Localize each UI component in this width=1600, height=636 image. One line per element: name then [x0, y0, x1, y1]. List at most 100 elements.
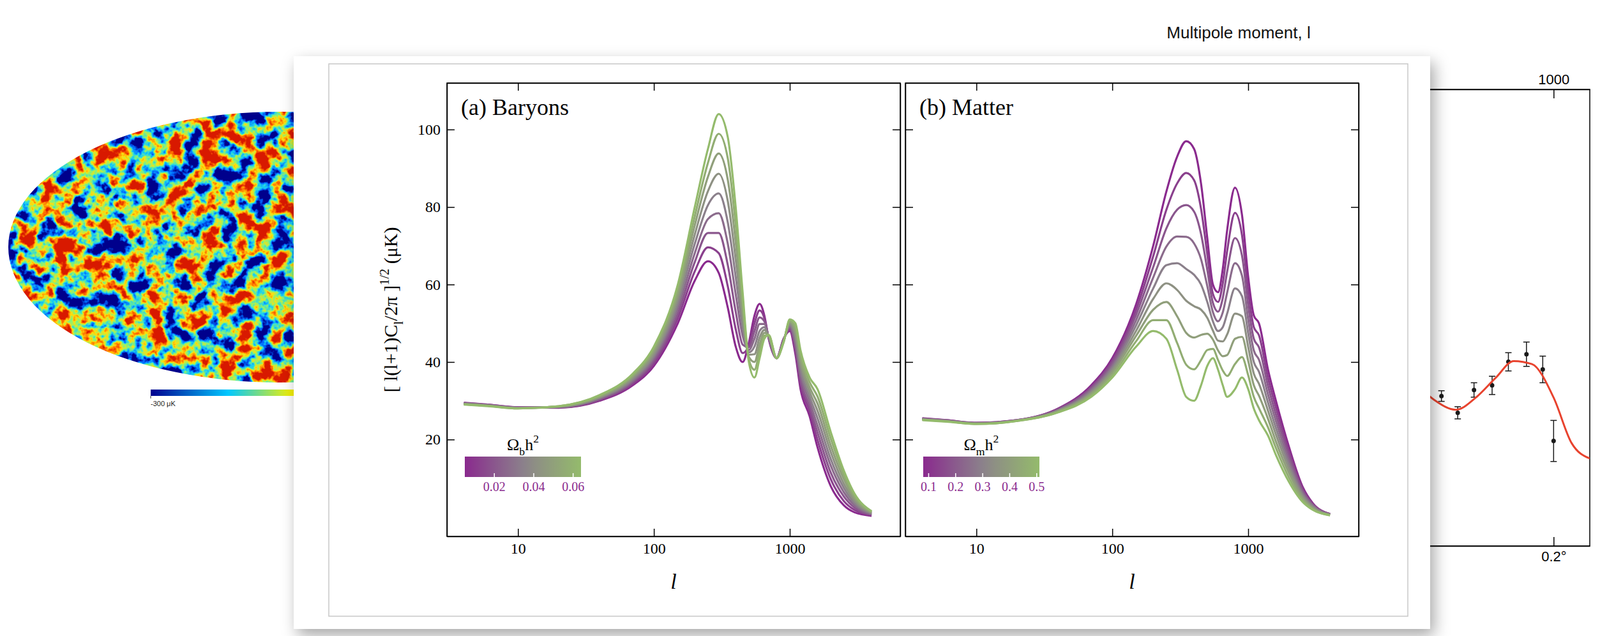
x-tick-mark [653, 528, 656, 537]
spectrum-curve [464, 233, 873, 515]
data-point [1471, 387, 1477, 393]
text-part: m [976, 445, 986, 458]
panel: 101001000(b) MatterlΩmh20.10.20.30.40.5 [905, 83, 1360, 594]
x-tick: 100 [1101, 528, 1125, 557]
text-part: Ω [506, 435, 520, 454]
error-bar-cap [1454, 418, 1461, 420]
y-tick-mark [905, 439, 914, 441]
data-point [1455, 410, 1461, 416]
spectrum-curve [922, 330, 1331, 516]
x-top-tick [1248, 83, 1249, 91]
error-bar [1438, 390, 1445, 402]
card-background [293, 56, 1431, 629]
x-top-axis-line [447, 83, 901, 85]
error-bar-cap [1523, 341, 1530, 343]
text-part: [ l(l+1)C [379, 324, 402, 393]
spectrum-curve [922, 301, 1331, 516]
x-top-tick-mark [789, 83, 792, 91]
spectrum-curve [464, 247, 873, 515]
y-right-axis [892, 83, 901, 537]
x-tick-label: 10 [969, 540, 985, 557]
y-right-tick [1350, 284, 1359, 286]
y-tick: 40 [425, 353, 455, 371]
y-right-tick-mark [892, 439, 901, 441]
x-top-tick: 1000 [1538, 71, 1570, 99]
y-right-tick-mark [892, 206, 901, 209]
x-top-tick-label: 1000 [1538, 71, 1570, 88]
y-tick: 100 [417, 121, 455, 138]
data-point [1540, 367, 1546, 372]
y-right-tick-mark [892, 129, 901, 131]
error-bar-cap [1438, 390, 1445, 392]
plot-frame [905, 83, 1359, 537]
colorbar-legend: Ωmh20.10.20.30.40.5 [920, 432, 1045, 494]
y-right-tick [892, 206, 901, 208]
spectrum-curve [464, 133, 873, 512]
data-point [1551, 438, 1556, 444]
colorbar-tick [533, 473, 535, 477]
colorbar [923, 456, 1040, 477]
y-right-tick [1350, 439, 1359, 440]
colorbar-tick-label: 0.1 [920, 479, 937, 494]
error-bar-cap [1539, 382, 1546, 384]
error-bar-cap [1488, 376, 1496, 378]
y-right-tick [892, 284, 901, 286]
spectrum-curve [922, 319, 1331, 515]
x-tick-label: 100 [642, 540, 666, 557]
x-axis-line [905, 536, 1360, 538]
y-tick [905, 284, 914, 286]
x-tick-mark [976, 528, 978, 537]
map-colorbar-label: -300 μK [150, 399, 176, 408]
x-top-axis-line [905, 83, 1360, 85]
y-right-tick-mark [1350, 206, 1359, 209]
y-axis-title: [ l(l+1)Cl/2π ]1/2 (μK) [377, 226, 407, 393]
colorbar-legend: Ωbh20.020.040.06 [464, 432, 585, 494]
spectrum-curve [464, 153, 873, 513]
x-top-tick [517, 83, 519, 91]
x-axis-title: l [670, 569, 677, 594]
x-bottom-tick: 0.2° [1541, 536, 1567, 565]
y-tick-label: 100 [417, 121, 441, 138]
x-top-axis [447, 83, 901, 91]
x-top-tick [789, 83, 791, 91]
y-axis: 20406080100 [417, 83, 455, 537]
y-right-tick-mark [1350, 129, 1359, 131]
colorbar-title: Ωmh2 [964, 432, 1000, 458]
error-bar [1471, 382, 1478, 398]
x-top-tick [1112, 83, 1113, 91]
x-tick: 10 [510, 528, 527, 557]
y-tick-label: 60 [425, 276, 441, 294]
y-right-tick [1350, 129, 1359, 131]
colorbar-tick [981, 473, 984, 477]
y-tick-mark [446, 362, 455, 364]
map-colorbar-tick [150, 395, 152, 399]
error-bar-cap [1454, 406, 1461, 408]
page: -300 μK10000.2°10100100020406080100(a) B… [0, 0, 1600, 636]
data-point [1524, 351, 1529, 357]
text-part: h [985, 435, 994, 454]
y-right-tick-mark [1350, 362, 1359, 364]
colorbar-title: Ωbh2 [506, 432, 539, 458]
error-bar-cap [1505, 352, 1512, 354]
x-top-tick-mark [653, 83, 656, 91]
colorbar-tick-label: 0.06 [561, 479, 585, 494]
x-axis-title: Multipole moment, l [1166, 22, 1311, 43]
error-bar [1550, 420, 1557, 461]
y-right-axis-line [1358, 83, 1360, 537]
error-bar-cap [1550, 420, 1557, 422]
x-tick-mark [517, 528, 520, 537]
x-tick: 1000 [774, 528, 806, 557]
plot-marks [1419, 342, 1590, 462]
y-right-tick [892, 439, 901, 440]
error-bar-cap [1438, 400, 1445, 403]
y-tick [905, 129, 914, 131]
y-right-tick [892, 129, 901, 131]
y-right-tick-mark [892, 362, 901, 364]
panel-title: (a) Baryons [460, 94, 569, 121]
y-tick: 20 [425, 430, 455, 448]
text-part: 2 [533, 432, 539, 446]
colorbar-tick [1009, 473, 1011, 477]
error-bar-cap [1523, 365, 1530, 368]
panel-title: (b) Matter [919, 94, 1014, 121]
text-part: /2π ] [379, 285, 401, 322]
